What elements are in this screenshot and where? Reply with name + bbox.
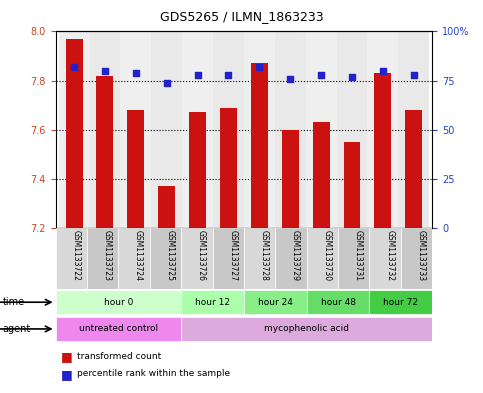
Text: hour 0: hour 0 [104,298,133,307]
Bar [374,73,391,228]
Bar [56,290,181,314]
Text: transformed count: transformed count [77,352,161,361]
Bar [275,31,306,228]
Text: GSM1133730: GSM1133730 [323,230,331,281]
Point [379,68,387,74]
Text: mycophenolic acid: mycophenolic acid [264,325,349,333]
Bar [97,75,114,228]
Point [317,72,325,78]
Bar [275,228,307,289]
Bar [307,228,338,289]
Point [70,64,78,70]
Bar [401,228,432,289]
Bar [181,228,213,289]
Bar [150,228,181,289]
Point [286,75,294,82]
Point [163,79,170,86]
Text: GSM1133728: GSM1133728 [260,230,269,281]
Bar [405,110,422,228]
Text: GSM1133723: GSM1133723 [103,230,112,281]
Text: hour 24: hour 24 [258,298,293,307]
Text: GSM1133731: GSM1133731 [354,230,363,281]
Text: GSM1133729: GSM1133729 [291,230,300,281]
Bar [128,110,144,228]
Bar [368,31,398,228]
Bar [182,31,213,228]
Text: hour 72: hour 72 [384,298,418,307]
Bar [369,228,401,289]
Text: GSM1133733: GSM1133733 [417,230,426,281]
Point [256,64,263,70]
Bar [313,122,329,228]
Text: untreated control: untreated control [79,325,158,333]
Bar [343,142,360,228]
Bar [244,31,275,228]
Point [410,72,418,78]
Bar [158,186,175,228]
Bar [181,317,432,341]
Bar [251,63,268,228]
Bar [369,290,432,314]
Bar [151,31,182,228]
Text: percentile rank within the sample: percentile rank within the sample [77,369,230,378]
Bar [282,130,298,228]
Bar [58,31,89,228]
Bar [306,31,337,228]
Bar [337,31,368,228]
Bar [89,31,120,228]
Text: GSM1133727: GSM1133727 [228,230,237,281]
Text: GSM1133722: GSM1133722 [71,230,80,281]
Text: GSM1133724: GSM1133724 [134,230,143,281]
Text: GDS5265 / ILMN_1863233: GDS5265 / ILMN_1863233 [160,10,323,23]
Bar [213,31,244,228]
Text: GSM1133732: GSM1133732 [385,230,394,281]
Bar [87,228,118,289]
Bar [220,108,237,228]
Bar [307,290,369,314]
Bar [244,228,275,289]
Bar [338,228,369,289]
Text: GSM1133725: GSM1133725 [165,230,174,281]
Bar [66,39,83,228]
Bar [56,228,87,289]
Point [348,73,356,80]
Text: GSM1133726: GSM1133726 [197,230,206,281]
Point [225,72,232,78]
Bar [56,317,181,341]
Text: ■: ■ [60,368,72,381]
Bar [181,290,244,314]
Text: time: time [2,297,25,307]
Bar [120,31,151,228]
Bar [398,31,429,228]
Bar [118,228,150,289]
Point [101,68,109,74]
Bar [213,228,244,289]
Bar [189,112,206,228]
Point [194,72,201,78]
Text: hour 12: hour 12 [195,298,230,307]
Bar [244,290,307,314]
Text: ■: ■ [60,350,72,363]
Text: hour 48: hour 48 [321,298,355,307]
Point [132,70,140,76]
Text: agent: agent [2,324,30,334]
